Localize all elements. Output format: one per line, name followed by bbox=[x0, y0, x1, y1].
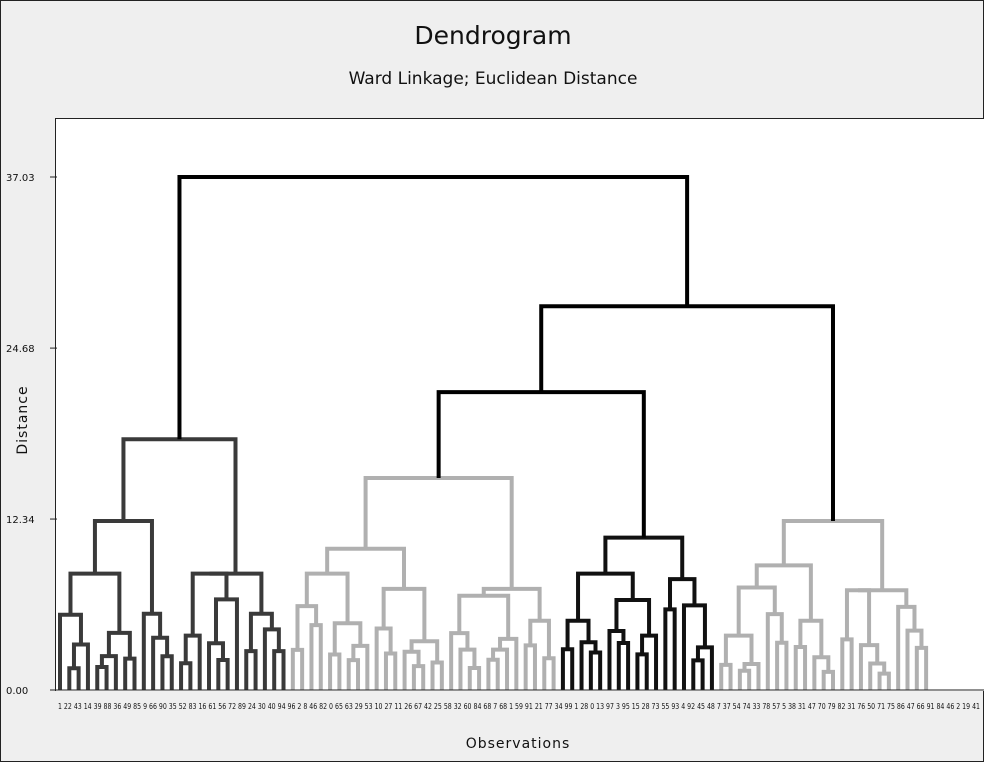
dendrogram-link bbox=[607, 629, 626, 690]
dendrogram-link bbox=[481, 586, 542, 621]
plot-area bbox=[55, 118, 984, 691]
dendrogram-link bbox=[244, 649, 258, 690]
dendrogram-links bbox=[58, 175, 929, 690]
dendrogram-link bbox=[616, 641, 631, 690]
dendrogram-link bbox=[695, 645, 714, 690]
dendrogram-link bbox=[325, 546, 407, 589]
dendrogram-link bbox=[99, 654, 118, 690]
dendrogram-link bbox=[458, 647, 477, 690]
dendrogram-link bbox=[95, 664, 109, 690]
dendrogram-link bbox=[248, 611, 274, 652]
dendrogram-merge-link bbox=[177, 175, 690, 440]
dendrogram-link bbox=[262, 627, 281, 690]
dendrogram-link bbox=[542, 656, 556, 690]
dendrogram-link bbox=[351, 643, 370, 690]
dendrogram-link bbox=[640, 633, 659, 690]
dendrogram-link bbox=[430, 660, 444, 690]
dendrogram-link bbox=[295, 604, 319, 650]
dendrogram-link bbox=[765, 612, 784, 690]
y-tick-label: 12.34 bbox=[6, 515, 35, 526]
dendrogram-link bbox=[663, 607, 677, 690]
dendrogram-link bbox=[877, 671, 891, 690]
dendrogram-link bbox=[821, 669, 835, 690]
dendrogram-link bbox=[363, 476, 514, 589]
dendrogram-link bbox=[160, 654, 174, 690]
dendrogram-link bbox=[668, 577, 697, 610]
dendrogram-link bbox=[858, 588, 909, 607]
dendrogram-link bbox=[793, 644, 808, 690]
observation-tick-labels: 1 22 43 14 39 88 36 49 85 9 66 90 35 52 … bbox=[58, 702, 980, 711]
dendrogram-link bbox=[691, 658, 705, 690]
dendrogram-link bbox=[121, 437, 238, 574]
dendrogram-merge-link bbox=[539, 304, 835, 521]
dendrogram-link bbox=[346, 658, 361, 690]
dendrogram-link bbox=[775, 640, 789, 690]
y-axis: 0.00 12.34 24.68 37.03 bbox=[6, 173, 57, 697]
dendrogram-link bbox=[68, 571, 122, 633]
dendrogram-link bbox=[560, 647, 575, 690]
chart-subtitle: Ward Linkage; Euclidean Distance bbox=[348, 69, 638, 89]
dendrogram-merge-link bbox=[436, 390, 646, 538]
dendrogram-link bbox=[523, 643, 537, 690]
dendrogram-link bbox=[467, 666, 482, 690]
dendrogram-link bbox=[383, 651, 398, 690]
dendrogram-link bbox=[742, 661, 761, 690]
dendrogram-link bbox=[290, 647, 305, 690]
dendrogram-link bbox=[798, 618, 824, 658]
dendrogram-link bbox=[328, 652, 342, 690]
dendrogram-link bbox=[486, 657, 500, 690]
dendrogram-link bbox=[491, 647, 510, 690]
dendrogram-link bbox=[914, 645, 929, 690]
dendrogram-link bbox=[579, 640, 598, 690]
dendrogram-link bbox=[151, 635, 170, 690]
dendrogram-link bbox=[588, 650, 603, 690]
dendrogram-link bbox=[528, 618, 551, 659]
dendrogram-link bbox=[190, 571, 229, 636]
x-axis-label: Observations bbox=[466, 736, 571, 752]
dendrogram-link bbox=[183, 633, 202, 690]
dendrogram-link bbox=[844, 588, 872, 646]
y-tick-label: 37.03 bbox=[6, 173, 35, 184]
dendrogram-link bbox=[411, 664, 426, 690]
dendrogram-link bbox=[272, 649, 286, 690]
dendrogram-link bbox=[304, 571, 350, 624]
dendrogram-link bbox=[409, 639, 440, 663]
dendrogram-link bbox=[402, 649, 421, 690]
dendrogram-link bbox=[576, 571, 635, 621]
dendrogram-link bbox=[565, 618, 591, 650]
dendrogram-link bbox=[374, 626, 393, 690]
dendrogram-link bbox=[737, 668, 752, 690]
dendrogram-link bbox=[840, 637, 854, 690]
y-tick-label: 0.00 bbox=[6, 686, 28, 697]
y-tick-label: 24.68 bbox=[6, 344, 35, 355]
dendrogram-link bbox=[207, 641, 225, 690]
y-axis-label: Distance bbox=[15, 385, 31, 454]
dendrogram-link bbox=[781, 518, 885, 591]
dendrogram-link bbox=[905, 628, 924, 690]
dendrogram-link bbox=[309, 623, 323, 690]
dendrogram-link bbox=[209, 571, 264, 614]
dendrogram-link bbox=[858, 643, 880, 690]
chart-title: Dendrogram bbox=[414, 21, 572, 50]
dendrogram-link bbox=[723, 633, 754, 665]
dendrogram-link bbox=[754, 563, 813, 621]
dendrogram-link bbox=[92, 518, 154, 614]
dendrogram-link bbox=[719, 662, 733, 690]
dendrogram-link bbox=[332, 621, 363, 655]
x-axis: 1 22 43 14 39 88 36 49 85 9 66 90 35 52 … bbox=[56, 689, 984, 711]
dendrogram-link bbox=[868, 661, 887, 690]
dendrogram-link bbox=[123, 656, 137, 690]
dendrogram-link bbox=[635, 652, 649, 690]
dendrogram-link bbox=[67, 666, 81, 690]
dendrogram-link bbox=[179, 661, 193, 690]
dendrogram-link bbox=[216, 657, 230, 690]
